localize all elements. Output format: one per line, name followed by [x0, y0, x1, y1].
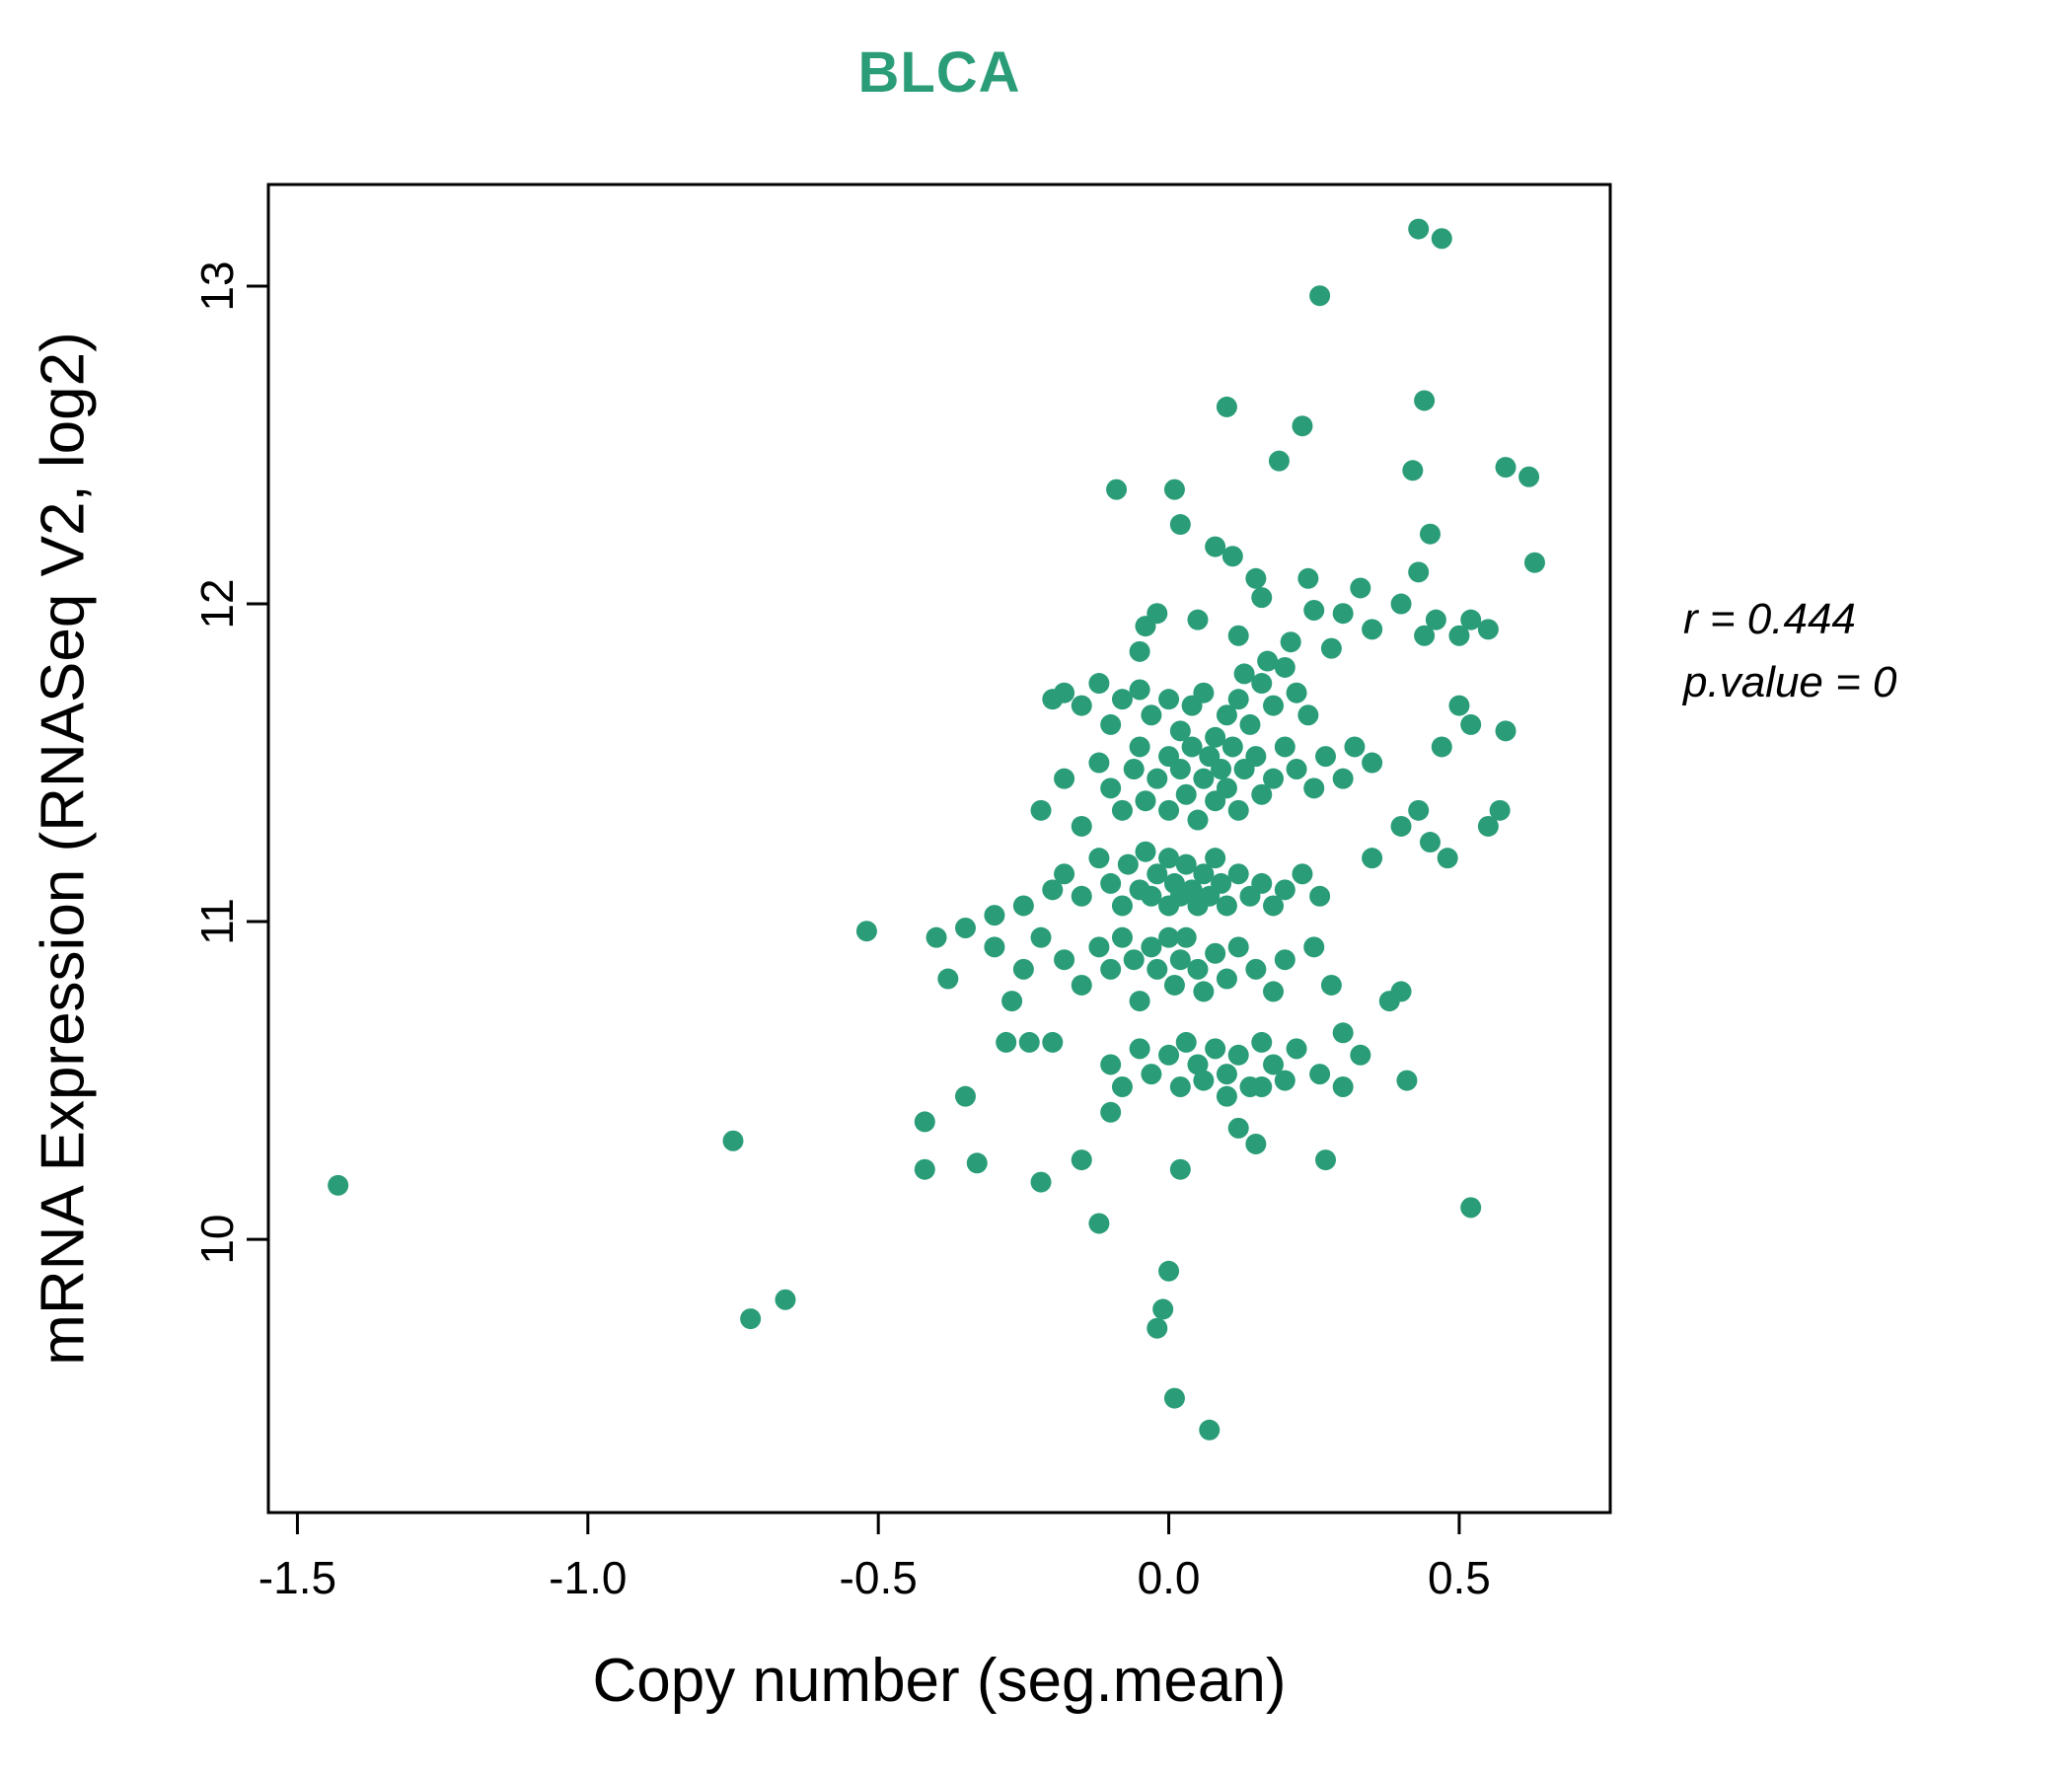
x-axis-label: Copy number (seg.mean)	[592, 1647, 1287, 1715]
svg-text:-0.5: -0.5	[840, 1552, 918, 1603]
svg-text:0.0: 0.0	[1138, 1552, 1201, 1603]
chart-title: BLCA	[857, 40, 1021, 105]
svg-text:0.5: 0.5	[1428, 1552, 1491, 1603]
svg-text:-1.5: -1.5	[259, 1552, 336, 1603]
svg-text:13: 13	[191, 260, 243, 311]
correlation-annotation: r = 0.444 p.value = 0	[1683, 588, 1897, 714]
svg-text:12: 12	[191, 578, 243, 629]
svg-text:10: 10	[191, 1214, 243, 1264]
p-value-text: p.value = 0	[1683, 657, 1897, 706]
svg-text:11: 11	[191, 898, 243, 945]
svg-text:-1.0: -1.0	[549, 1552, 627, 1603]
r-value-text: r = 0.444	[1683, 595, 1856, 643]
y-axis-label: mRNA Expression (RNASeq V2, log2)	[29, 332, 98, 1366]
